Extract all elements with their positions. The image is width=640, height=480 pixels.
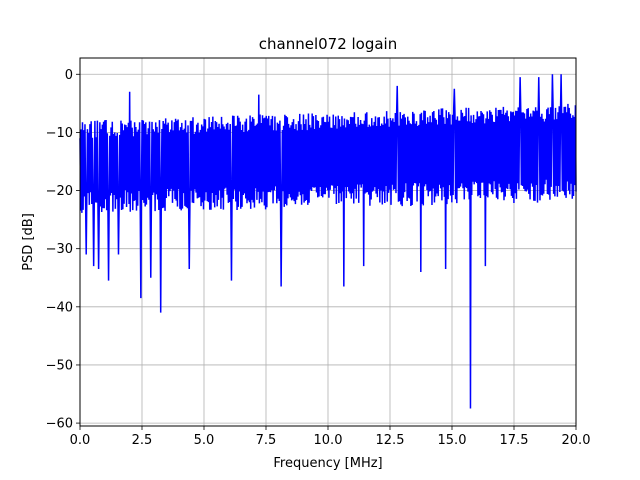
y-tick-label: −50 bbox=[46, 358, 73, 373]
y-tick-label: −30 bbox=[46, 242, 73, 257]
x-axis-label: Frequency [MHz] bbox=[273, 456, 382, 471]
x-tick-label: 20.0 bbox=[562, 433, 591, 448]
x-tick-label: 10.0 bbox=[314, 433, 343, 448]
x-ticks: 0.0 2.5 5.0 7.5 10.0 12.5 15.0 17.5 20.0 bbox=[70, 426, 591, 448]
y-axis-label: PSD [dB] bbox=[21, 213, 36, 271]
x-tick-label: 2.5 bbox=[132, 433, 153, 448]
y-tick-label: −10 bbox=[46, 126, 73, 141]
y-tick-label: 0 bbox=[65, 68, 73, 83]
x-tick-label: 5.0 bbox=[194, 433, 215, 448]
x-tick-label: 15.0 bbox=[438, 433, 467, 448]
psd-series-line bbox=[79, 74, 577, 409]
y-tick-label: −20 bbox=[46, 184, 73, 199]
series-layer bbox=[79, 74, 577, 409]
y-tick-label: −40 bbox=[46, 300, 73, 315]
x-tick-label: 17.5 bbox=[500, 433, 529, 448]
chart-title: channel072 logain bbox=[259, 35, 398, 53]
y-tick-label: −60 bbox=[46, 417, 73, 432]
x-tick-label: 0.0 bbox=[70, 433, 91, 448]
y-ticks: 0 −10 −20 −30 −40 −50 −60 bbox=[46, 68, 80, 432]
x-tick-label: 7.5 bbox=[256, 433, 277, 448]
x-tick-label: 12.5 bbox=[376, 433, 405, 448]
